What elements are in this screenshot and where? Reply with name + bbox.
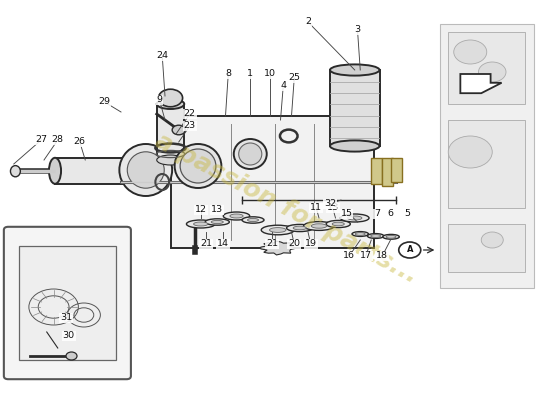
Ellipse shape [157,99,184,109]
Ellipse shape [49,158,61,184]
Text: 24: 24 [156,52,168,60]
Text: a passion for parts...: a passion for parts... [151,128,421,288]
Text: 27: 27 [35,136,47,144]
Bar [390,158,402,182]
Text: 26: 26 [74,138,86,146]
Bar [448,120,525,208]
Text: 6: 6 [388,210,393,218]
Bar [371,158,382,184]
Text: 13: 13 [211,206,223,214]
Ellipse shape [355,232,365,235]
Text: 19: 19 [305,240,317,248]
Ellipse shape [386,235,396,238]
Ellipse shape [239,143,262,165]
Polygon shape [261,241,297,255]
Text: 2: 2 [305,18,311,26]
Circle shape [454,40,487,64]
Text: A: A [406,246,413,254]
Text: 12: 12 [195,206,207,214]
Ellipse shape [326,220,350,228]
Ellipse shape [234,139,267,169]
Circle shape [172,125,185,135]
Ellipse shape [367,234,384,238]
Text: 8: 8 [226,70,231,78]
Ellipse shape [119,144,172,196]
Text: 1: 1 [248,70,253,78]
Text: 3: 3 [354,26,361,34]
Ellipse shape [194,222,208,226]
Circle shape [399,242,421,258]
Text: 31: 31 [60,314,72,322]
Ellipse shape [311,224,327,228]
Text: 18: 18 [376,252,388,260]
Ellipse shape [348,216,362,220]
Text: 25: 25 [288,74,300,82]
Text: 10: 10 [263,70,276,78]
Bar [157,104,184,160]
Bar [19,246,116,360]
Ellipse shape [230,214,243,218]
Text: 11: 11 [310,204,322,212]
Ellipse shape [242,217,264,223]
Ellipse shape [141,157,151,185]
Ellipse shape [383,234,399,239]
Text: 22: 22 [184,110,196,118]
Ellipse shape [211,220,223,224]
Text: 32: 32 [324,200,336,208]
Bar [330,70,380,146]
Ellipse shape [340,214,369,222]
Text: 4: 4 [280,82,286,90]
Circle shape [448,136,492,168]
Bar [55,158,146,184]
Bar [170,116,374,248]
Ellipse shape [186,220,215,228]
Ellipse shape [248,218,258,222]
Ellipse shape [270,228,286,232]
Ellipse shape [175,144,221,188]
Text: 13: 13 [327,204,339,212]
Text: 23: 23 [184,122,196,130]
Ellipse shape [127,152,164,188]
Ellipse shape [287,224,313,232]
Circle shape [158,89,183,107]
Text: 30: 30 [63,332,75,340]
Text: 9: 9 [157,96,162,104]
Text: 17: 17 [360,252,372,260]
Text: 21: 21 [200,240,212,248]
Ellipse shape [293,226,306,230]
Text: 7: 7 [374,210,379,218]
Ellipse shape [330,64,380,76]
Text: 29: 29 [98,98,111,106]
Ellipse shape [304,222,334,230]
Ellipse shape [223,212,250,220]
Ellipse shape [352,232,368,236]
Ellipse shape [332,222,344,226]
Ellipse shape [10,166,20,177]
Bar [448,224,525,272]
Text: 5: 5 [404,210,410,218]
Ellipse shape [330,140,380,152]
Ellipse shape [205,219,229,225]
Circle shape [478,62,506,82]
Bar [448,32,525,104]
Circle shape [66,352,77,360]
Bar [382,158,393,186]
Ellipse shape [180,149,216,183]
Text: 14: 14 [217,240,229,248]
PathPatch shape [440,24,534,288]
Ellipse shape [261,225,294,235]
Text: 20: 20 [288,240,300,248]
Ellipse shape [157,155,184,165]
Ellipse shape [371,234,381,238]
Text: 21: 21 [266,240,278,248]
Circle shape [481,232,503,248]
FancyBboxPatch shape [4,227,131,379]
Text: 15: 15 [340,210,353,218]
Text: 16: 16 [343,252,355,260]
Text: 28: 28 [52,136,64,144]
Polygon shape [460,74,502,93]
